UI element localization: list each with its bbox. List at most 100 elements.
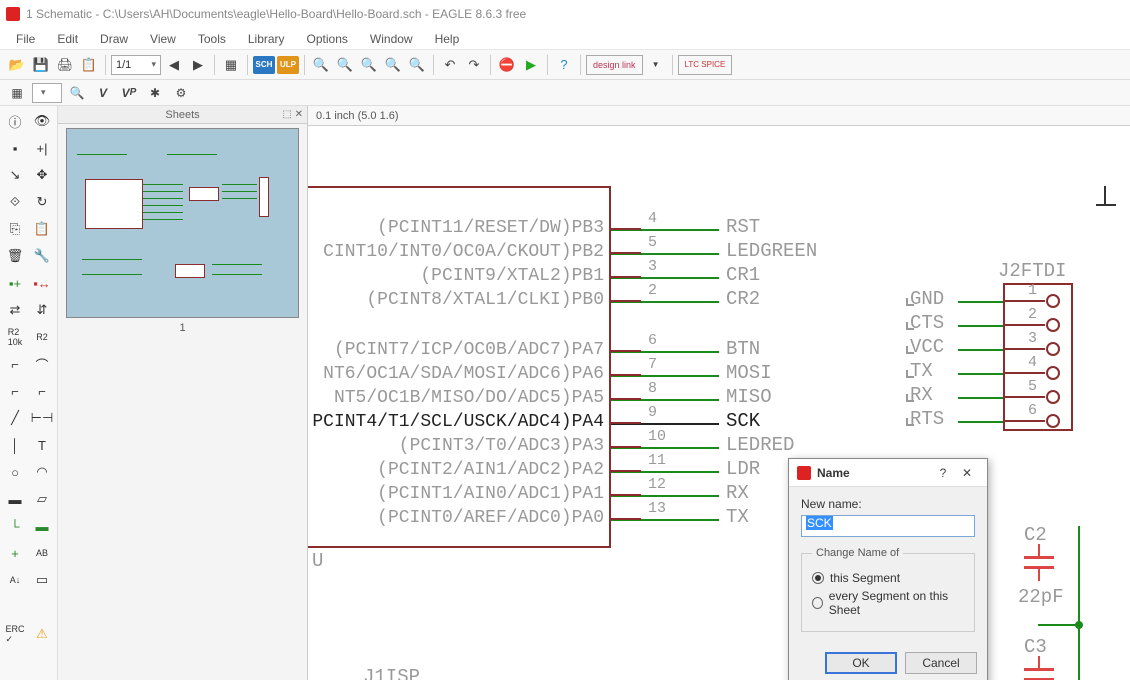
radio-every-segment[interactable]: every Segment on this Sheet bbox=[812, 589, 964, 617]
line-icon[interactable]: │ bbox=[2, 432, 28, 458]
help-icon[interactable]: ? bbox=[553, 54, 575, 76]
gateswap-icon[interactable]: ⇄ bbox=[2, 297, 28, 323]
layer-combo[interactable] bbox=[32, 83, 62, 103]
rotate-icon[interactable]: ↻ bbox=[29, 189, 55, 215]
board-icon[interactable]: ▦ bbox=[220, 54, 242, 76]
sch-badge[interactable]: SCH bbox=[253, 56, 275, 74]
origin-mark bbox=[1096, 204, 1116, 206]
rect-icon[interactable]: ▬ bbox=[2, 486, 28, 512]
cam-icon[interactable]: 📋 bbox=[78, 54, 100, 76]
menu-view[interactable]: View bbox=[140, 30, 186, 48]
value-icon[interactable]: R2 bbox=[29, 324, 55, 350]
zoom-redraw-icon[interactable]: 🔍 bbox=[382, 54, 404, 76]
name-icon[interactable]: R210k bbox=[2, 324, 28, 350]
nav-left-icon[interactable]: ◀ bbox=[163, 54, 185, 76]
ulp-badge[interactable]: ULP bbox=[277, 56, 299, 74]
invoke-icon[interactable]: ⌐ bbox=[29, 378, 55, 404]
menu-options[interactable]: Options bbox=[297, 30, 358, 48]
pin-label: (PCINT2/AIN1/ADC2)PA2 bbox=[308, 460, 604, 480]
sheet-thumbnail[interactable] bbox=[66, 128, 299, 318]
zoom-fit-icon[interactable]: 🔍 bbox=[310, 54, 332, 76]
zoom-in-icon[interactable]: 🔍 bbox=[334, 54, 356, 76]
junction-icon[interactable]: + bbox=[2, 540, 28, 566]
move2-icon[interactable]: ✥ bbox=[29, 162, 55, 188]
print-icon[interactable]: 🖨 bbox=[54, 54, 76, 76]
arc-icon[interactable]: ◠ bbox=[29, 459, 55, 485]
split-icon[interactable]: ⌐ bbox=[2, 378, 28, 404]
ftdi-net: CTS bbox=[910, 312, 944, 334]
menu-draw[interactable]: Draw bbox=[90, 30, 138, 48]
errors-icon[interactable]: ⚠ bbox=[29, 621, 55, 647]
menu-library[interactable]: Library bbox=[238, 30, 295, 48]
dialog-titlebar[interactable]: Name ? ✕ bbox=[789, 459, 987, 487]
newname-input[interactable]: SCK bbox=[801, 515, 975, 537]
delete-icon[interactable]: 🗑 bbox=[2, 243, 28, 269]
change-icon[interactable]: 🔧 bbox=[29, 243, 55, 269]
pin-label: (PCINT9/XTAL2)PB1 bbox=[308, 266, 604, 286]
dimension-icon[interactable]: ⊢⊣ bbox=[29, 405, 55, 431]
undo-icon[interactable]: ↶ bbox=[439, 54, 461, 76]
attribute-icon[interactable]: A↓ bbox=[2, 567, 28, 593]
miter-icon[interactable]: ⌒ bbox=[29, 351, 55, 377]
wire bbox=[958, 373, 1003, 375]
zoom2-icon[interactable]: 🔍 bbox=[66, 82, 88, 104]
copy-icon[interactable]: ⎘ bbox=[2, 216, 28, 242]
dialog-close-icon[interactable]: ✕ bbox=[955, 466, 979, 480]
pin-stub bbox=[1003, 348, 1045, 350]
replace-icon[interactable]: ▪↔ bbox=[29, 270, 55, 296]
pin-label: (PCINT7/ICP/OC0B/ADC7)PA7 bbox=[308, 340, 604, 360]
save-icon[interactable]: 💾 bbox=[30, 54, 52, 76]
go-icon[interactable]: ▶ bbox=[520, 54, 542, 76]
designlink-button[interactable]: design link bbox=[586, 55, 643, 75]
stop-icon[interactable]: ⛔ bbox=[496, 54, 518, 76]
smash-icon[interactable]: ⌐ bbox=[2, 351, 28, 377]
circle-icon[interactable]: ○ bbox=[2, 459, 28, 485]
grid-icon[interactable]: ▦ bbox=[6, 82, 28, 104]
nav-right-icon[interactable]: ▶ bbox=[187, 54, 209, 76]
pin-label: (PCINT0/AREF/ADC0)PA0 bbox=[308, 508, 604, 528]
open-icon[interactable]: 📂 bbox=[6, 54, 28, 76]
radio-this-segment[interactable]: this Segment bbox=[812, 571, 964, 585]
vp-icon[interactable]: VP bbox=[118, 82, 140, 104]
bus-icon[interactable]: ▬ bbox=[29, 513, 55, 539]
sheet-combo[interactable]: 1/1 bbox=[111, 55, 161, 75]
zoom-out-icon[interactable]: 🔍 bbox=[358, 54, 380, 76]
menu-file[interactable]: File bbox=[6, 30, 45, 48]
menu-tools[interactable]: Tools bbox=[188, 30, 236, 48]
sheets-pin-icon[interactable]: ⬚ ✕ bbox=[282, 109, 303, 120]
schematic-canvas[interactable]: (PCINT11/RESET/DW)PB3 4 RST CINT10/INT0/… bbox=[308, 126, 1130, 680]
erc-icon[interactable]: ERC✓ bbox=[2, 621, 28, 647]
pinswap-icon[interactable]: ⇵ bbox=[29, 297, 55, 323]
add-icon[interactable]: ▪+ bbox=[2, 270, 28, 296]
show-icon[interactable]: 👁 bbox=[29, 108, 55, 134]
move-icon[interactable]: ↘ bbox=[2, 162, 28, 188]
label-icon[interactable]: AB bbox=[29, 540, 55, 566]
mark-icon[interactable]: +| bbox=[29, 135, 55, 161]
menu-help[interactable]: Help bbox=[425, 30, 470, 48]
info-icon[interactable]: ⓘ bbox=[2, 108, 28, 134]
star-icon[interactable]: ✱ bbox=[144, 82, 166, 104]
dialog-help-icon[interactable]: ? bbox=[931, 466, 955, 480]
text-icon[interactable]: T bbox=[29, 432, 55, 458]
cancel-button[interactable]: Cancel bbox=[905, 652, 977, 674]
redo-icon[interactable]: ↷ bbox=[463, 54, 485, 76]
v-icon[interactable]: V bbox=[92, 82, 114, 104]
zoom-select-icon[interactable]: 🔍 bbox=[406, 54, 428, 76]
net-icon[interactable]: └ bbox=[2, 513, 28, 539]
sheets-panel: Sheets ⬚ ✕ 1 bbox=[58, 106, 308, 680]
wire-icon[interactable]: ╱ bbox=[2, 405, 28, 431]
layer-icon[interactable]: ▪ bbox=[2, 135, 28, 161]
paste-icon[interactable]: 📋 bbox=[29, 216, 55, 242]
menu-edit[interactable]: Edit bbox=[47, 30, 88, 48]
dropdown-icon[interactable]: ▼ bbox=[645, 54, 667, 76]
mirror-icon[interactable]: ⟐ bbox=[2, 189, 28, 215]
polygon-icon[interactable]: ▱ bbox=[29, 486, 55, 512]
menu-window[interactable]: Window bbox=[360, 30, 423, 48]
module-icon[interactable]: ▭ bbox=[29, 567, 55, 593]
ltspice-button[interactable]: LTC SPICE bbox=[678, 55, 733, 75]
ok-button[interactable]: OK bbox=[825, 652, 897, 674]
pin-stub bbox=[1003, 324, 1045, 326]
isp-name: J1ISP bbox=[363, 666, 613, 680]
dialog-title: Name bbox=[817, 466, 931, 480]
gear-icon[interactable]: ⚙ bbox=[170, 82, 192, 104]
